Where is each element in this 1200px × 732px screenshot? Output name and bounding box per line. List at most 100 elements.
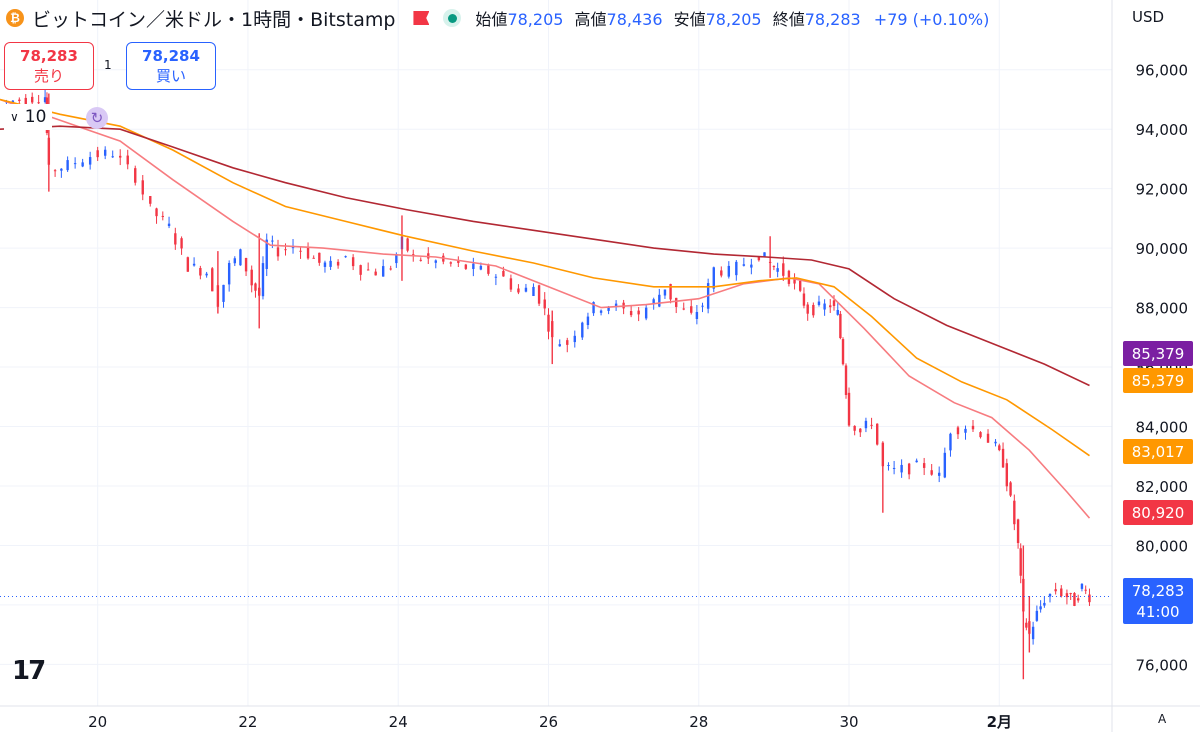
volume-toggle[interactable]: ∨ 10 xyxy=(4,104,53,130)
candle-body xyxy=(1054,589,1057,592)
refresh-icon[interactable]: ↻ xyxy=(86,107,108,129)
y-tick-label: 90,000 xyxy=(1136,240,1189,258)
price-label-bg xyxy=(1123,439,1193,464)
candle-body xyxy=(479,265,483,270)
flag-icon[interactable] xyxy=(413,11,429,25)
candle-body xyxy=(306,247,310,259)
symbol-title[interactable]: ビットコイン／米ドル・1時間・Bitstamp xyxy=(32,8,396,31)
moving-averages xyxy=(0,98,1112,597)
candle-body xyxy=(323,262,327,267)
x-tick-label: 2月 xyxy=(987,713,1012,731)
candle-body xyxy=(682,308,685,310)
candle-body xyxy=(103,149,107,156)
tradingview-logo[interactable]: 17 xyxy=(12,656,46,686)
x-tick-label: 24 xyxy=(389,713,408,731)
candle-body xyxy=(772,266,776,268)
candle-body xyxy=(853,425,856,431)
candle-body xyxy=(892,467,896,469)
candle-body xyxy=(374,271,377,276)
candle-body xyxy=(841,339,845,365)
candle-body xyxy=(915,460,918,463)
y-tick-label: 76,000 xyxy=(1136,656,1189,674)
candle-body xyxy=(930,470,933,475)
y-tick-label: 88,000 xyxy=(1136,300,1189,318)
candle-body xyxy=(1009,482,1012,496)
symbol-legend: ₿ ビットコイン／米ドル・1時間・Bitstamp 始値78,205 高値78,… xyxy=(6,4,989,32)
currency-selector[interactable]: USD xyxy=(1132,8,1165,26)
candle-body xyxy=(1073,593,1076,606)
candle-body xyxy=(812,304,815,316)
candle-body xyxy=(276,247,280,257)
price-label-text: 80,920 xyxy=(1132,504,1185,522)
candle-body xyxy=(1088,594,1091,603)
candle-body xyxy=(829,305,832,308)
bitcoin-icon: ₿ xyxy=(6,9,24,27)
candle-body xyxy=(271,240,274,242)
candle-body xyxy=(73,163,77,165)
candle-body xyxy=(119,155,122,158)
candle-body xyxy=(543,299,546,309)
x-tick-label: 26 xyxy=(539,713,558,731)
candle-body xyxy=(532,286,535,296)
change-value: +79 (+0.10%) xyxy=(873,10,990,29)
price-label-bg xyxy=(1123,368,1193,393)
price-label-text: 78,283 xyxy=(1132,582,1185,600)
candle-body xyxy=(167,223,171,227)
candle-body xyxy=(318,252,321,263)
y-tick-label: 80,000 xyxy=(1136,537,1189,555)
candle-body xyxy=(284,249,287,251)
candle-body xyxy=(839,313,842,339)
candle-body xyxy=(763,252,766,257)
candle-body xyxy=(1048,594,1052,597)
candle-body xyxy=(1084,589,1087,591)
candle-body xyxy=(60,168,63,171)
y-tick-label: 94,000 xyxy=(1136,121,1189,139)
candle-body xyxy=(254,283,257,291)
candle-body xyxy=(964,428,967,433)
candle-body xyxy=(757,256,761,261)
candle-body xyxy=(412,254,415,256)
auto-scale-button[interactable]: A xyxy=(1158,712,1167,726)
candle-body xyxy=(652,299,655,305)
candle-body xyxy=(37,102,40,104)
candle-body xyxy=(712,267,715,289)
spread-value: 1 xyxy=(104,58,112,72)
high-value: 78,436 xyxy=(606,10,663,29)
candle-body xyxy=(43,97,47,103)
candle-body xyxy=(111,156,114,158)
candle-body xyxy=(817,301,821,305)
candle-body xyxy=(11,100,15,103)
price-label-bg xyxy=(1123,500,1193,525)
price-label-bg xyxy=(1123,578,1193,624)
candle-body xyxy=(472,263,475,269)
candle-body xyxy=(994,441,997,444)
candle-body xyxy=(1019,548,1022,576)
price-label: 80,920 xyxy=(1123,500,1193,525)
market-status-icon[interactable] xyxy=(443,9,462,27)
candle-body xyxy=(233,258,236,264)
candle-body xyxy=(922,463,926,468)
time-axis[interactable]: 20 22 24 26 28 30 2月 xyxy=(0,705,1200,731)
candle-body xyxy=(88,157,92,165)
candle-body xyxy=(180,238,183,249)
candle-body xyxy=(1076,598,1080,601)
candle-body xyxy=(690,306,693,313)
y-tick-label: 82,000 xyxy=(1136,478,1189,496)
candle-body xyxy=(336,261,340,266)
y-tick-label: 84,000 xyxy=(1136,419,1189,437)
buy-button[interactable]: 78,284 買い xyxy=(126,42,216,90)
candle-body xyxy=(494,276,498,278)
y-tick-label: 96,000 xyxy=(1136,62,1189,80)
price-label-text: 85,379 xyxy=(1132,372,1185,390)
candle-body xyxy=(192,263,196,266)
candle-body xyxy=(1013,500,1016,525)
candle-body xyxy=(998,445,1001,451)
price-axis[interactable]: 76,00078,00080,00082,00084,00086,00088,0… xyxy=(1111,0,1193,732)
x-tick-label: 20 xyxy=(88,713,107,731)
candle-body xyxy=(244,257,248,272)
candle-body xyxy=(227,262,231,285)
candle-body xyxy=(701,305,704,307)
price-label-bg xyxy=(1123,341,1193,366)
sell-button[interactable]: 78,283 売り xyxy=(4,42,94,90)
